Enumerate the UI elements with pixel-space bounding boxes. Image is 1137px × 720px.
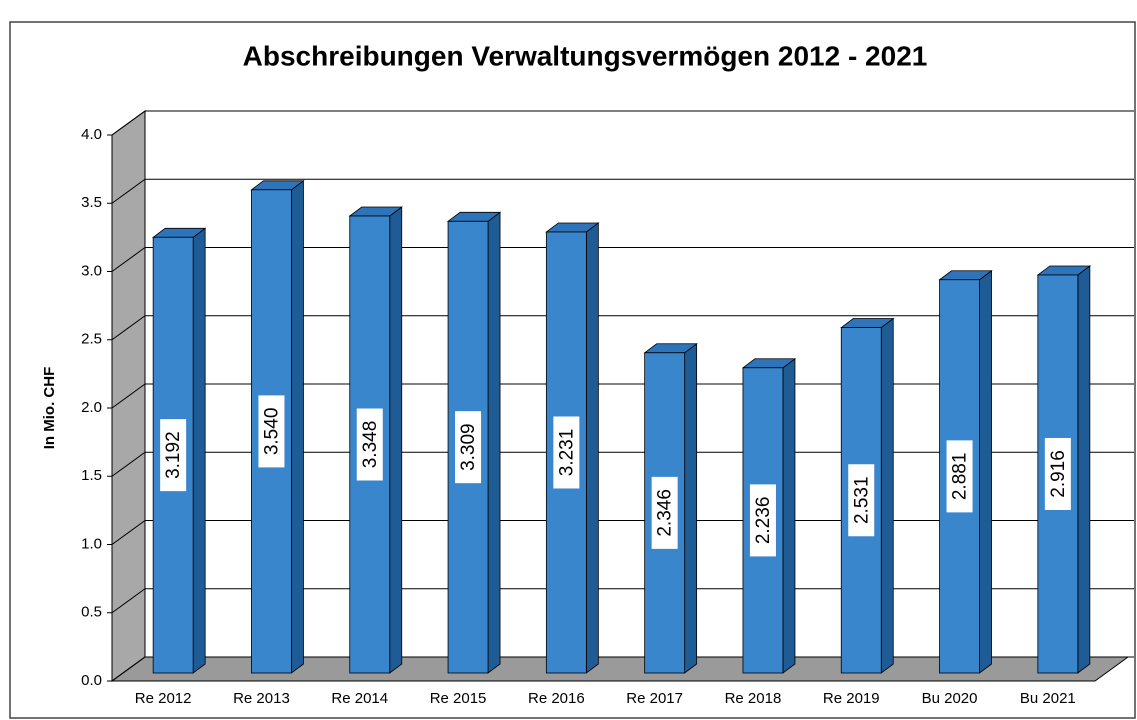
value-label-text: 2.881 [950, 453, 971, 501]
value-label: 2.236 [749, 484, 776, 557]
x-tick-label: Re 2014 [331, 690, 388, 707]
value-label-box [1044, 437, 1071, 510]
value-label: 3.540 [258, 395, 285, 468]
chart-title: Abschreibungen Verwaltungsvermögen 2012 … [243, 40, 928, 71]
value-label-text: 2.346 [655, 489, 676, 537]
value-label-text: 3.348 [360, 421, 381, 469]
value-label: 3.348 [356, 408, 383, 481]
grid-line-side [111, 315, 146, 341]
x-tick-label: Re 2016 [528, 690, 585, 707]
y-tick-label: 0.0 [81, 672, 102, 689]
bar-side [192, 227, 206, 674]
value-label: 2.346 [651, 476, 678, 549]
x-tick-label: Re 2017 [626, 690, 683, 707]
value-label-text: 2.531 [851, 476, 872, 524]
y-axis-label: In Mio. CHF [41, 367, 58, 450]
value-label-box [749, 484, 776, 557]
grid-line-side [111, 178, 146, 204]
value-label-box [553, 416, 580, 489]
value-label-box [356, 408, 383, 481]
grid-line-side [111, 383, 146, 409]
value-label-box [455, 411, 482, 484]
value-label-box [946, 440, 973, 513]
value-label: 2.531 [848, 464, 875, 537]
grid-line-side [111, 110, 146, 136]
grid-line-side [111, 588, 146, 614]
value-label-box [160, 419, 187, 492]
value-label: 3.192 [160, 419, 187, 492]
y-tick-label: 2.0 [81, 399, 102, 416]
bar-side [487, 211, 501, 674]
value-label-text: 3.192 [163, 431, 184, 479]
x-tick-label: Bu 2021 [1020, 690, 1076, 707]
x-tick-label: Re 2018 [725, 690, 782, 707]
x-tick-label: Re 2013 [233, 690, 290, 707]
value-label-box [258, 395, 285, 468]
y-tick-label: 2.5 [81, 331, 102, 348]
grid-line-side [111, 656, 146, 682]
bar-side [291, 179, 304, 674]
grid-line-side [111, 451, 146, 477]
bar-side [880, 317, 894, 674]
y-tick-label: 1.5 [81, 467, 102, 484]
value-label-text: 3.540 [261, 408, 282, 456]
grid-line-side [111, 520, 146, 545]
y-tick-label: 3.0 [81, 262, 102, 279]
value-label-text: 2.916 [1048, 450, 1069, 498]
bar-side [1077, 265, 1091, 674]
x-tick-label: Re 2015 [430, 690, 487, 707]
value-label: 2.881 [946, 440, 973, 513]
value-label-text: 3.309 [458, 423, 479, 471]
grid-line-side [111, 247, 146, 272]
y-tick-label: 1.0 [81, 535, 102, 552]
bar-side [684, 342, 698, 674]
bar-side [979, 269, 992, 674]
y-tick-label: 3.5 [81, 194, 102, 211]
value-label-box [848, 464, 875, 537]
x-tick-label: Bu 2020 [922, 690, 978, 707]
bar-side [389, 206, 403, 674]
bar-side [782, 357, 796, 674]
value-label: 3.231 [553, 416, 580, 489]
x-tick-label: Re 2012 [135, 690, 192, 707]
value-label-box [651, 476, 678, 549]
value-label: 3.309 [455, 411, 482, 484]
value-label-text: 3.231 [556, 429, 577, 477]
x-tick-label: Re 2019 [823, 690, 880, 707]
value-label-text: 2.236 [753, 497, 774, 545]
bar-side [585, 222, 599, 674]
y-tick-label: 0.5 [81, 604, 102, 621]
value-label: 2.916 [1044, 437, 1071, 510]
y-tick-label: 4.0 [81, 126, 102, 143]
